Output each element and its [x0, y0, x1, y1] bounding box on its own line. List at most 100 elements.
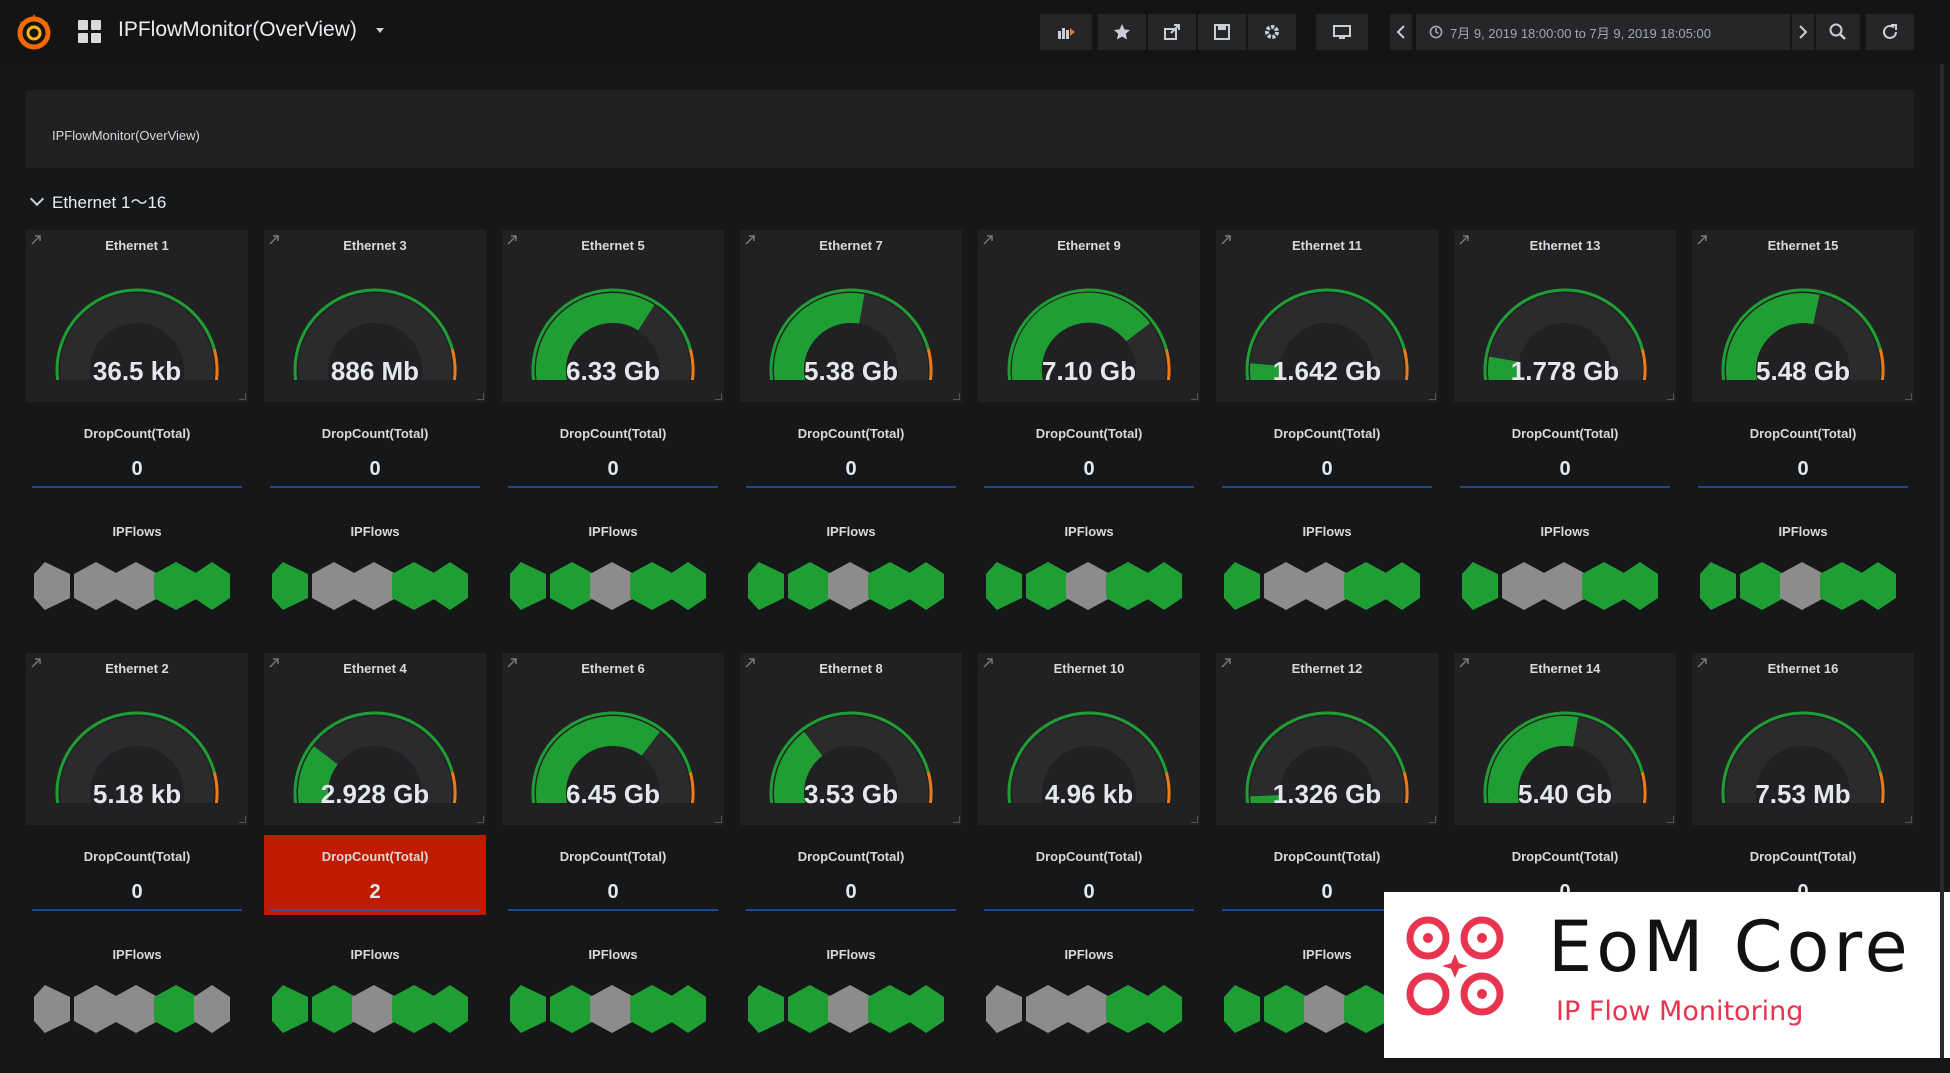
flow-hexagon[interactable]: [1344, 985, 1388, 1033]
flow-hexagon[interactable]: [908, 985, 944, 1033]
dashboards-grid-icon[interactable]: [78, 20, 102, 44]
resize-handle[interactable]: [1905, 816, 1912, 823]
panel-link-icon[interactable]: [1220, 234, 1232, 246]
resize-handle[interactable]: [1429, 393, 1436, 400]
flow-hexagon[interactable]: [194, 985, 230, 1033]
gauge-panel-title[interactable]: Ethernet 13: [1529, 238, 1601, 253]
zoom-out-button[interactable]: [1816, 14, 1860, 50]
share-button[interactable]: [1148, 14, 1196, 50]
drop-count-title[interactable]: DropCount(Total): [1749, 426, 1857, 441]
flow-hexagon[interactable]: [670, 562, 706, 610]
ip-flows-panel[interactable]: IPFlows: [1692, 508, 1914, 638]
panel-link-icon[interactable]: [1458, 657, 1470, 669]
gauge-panel-title[interactable]: Ethernet 10: [1053, 661, 1125, 676]
resize-handle[interactable]: [1667, 816, 1674, 823]
drop-count-panel[interactable]: DropCount(Total) 0: [264, 412, 486, 492]
time-back-button[interactable]: [1390, 14, 1412, 50]
row-collapse-toggle[interactable]: Ethernet 1～16: [29, 188, 166, 213]
drop-count-title[interactable]: DropCount(Total): [83, 426, 191, 441]
flow-hexagon[interactable]: [828, 562, 872, 610]
drop-count-panel[interactable]: DropCount(Total) 0: [26, 835, 248, 915]
drop-count-panel[interactable]: DropCount(Total) 0: [1216, 835, 1438, 915]
panel-link-icon[interactable]: [30, 657, 42, 669]
gauge-panel[interactable]: Ethernet 13 1.778 Gb: [1454, 230, 1676, 402]
resize-handle[interactable]: [953, 816, 960, 823]
panel-link-icon[interactable]: [1220, 657, 1232, 669]
flow-hexagon[interactable]: [1264, 562, 1308, 610]
resize-handle[interactable]: [715, 393, 722, 400]
gauge-panel-title[interactable]: Ethernet 4: [343, 661, 407, 676]
flow-hexagon[interactable]: [1066, 985, 1110, 1033]
page-scrollbar[interactable]: [1940, 64, 1944, 1058]
flow-hexagon[interactable]: [986, 985, 1022, 1033]
flow-hexagon[interactable]: [748, 562, 784, 610]
ip-flows-panel[interactable]: IPFlows: [978, 508, 1200, 638]
flow-hexagon[interactable]: [748, 985, 784, 1033]
ip-flows-title[interactable]: IPFlows: [588, 947, 638, 962]
ip-flows-panel[interactable]: IPFlows: [264, 931, 486, 1061]
flow-hexagon[interactable]: [1462, 562, 1498, 610]
panel-link-icon[interactable]: [982, 234, 994, 246]
flow-hexagon[interactable]: [1820, 562, 1864, 610]
drop-count-title[interactable]: DropCount(Total): [1273, 849, 1381, 864]
ip-flows-panel[interactable]: IPFlows: [740, 931, 962, 1061]
drop-count-panel[interactable]: DropCount(Total) 0: [1692, 412, 1914, 492]
gauge-panel[interactable]: Ethernet 6 6.45 Gb: [502, 653, 724, 825]
ip-flows-title[interactable]: IPFlows: [826, 524, 876, 539]
gauge-panel[interactable]: Ethernet 10 4.96 kb: [978, 653, 1200, 825]
resize-handle[interactable]: [1905, 393, 1912, 400]
ip-flows-title[interactable]: IPFlows: [1064, 947, 1114, 962]
drop-count-panel[interactable]: DropCount(Total) 0: [978, 835, 1200, 915]
panel-link-icon[interactable]: [744, 234, 756, 246]
flow-hexagon[interactable]: [1146, 562, 1182, 610]
panel-link-icon[interactable]: [506, 234, 518, 246]
gauge-panel-title[interactable]: Ethernet 8: [819, 661, 883, 676]
flow-hexagon[interactable]: [432, 985, 468, 1033]
flow-hexagon[interactable]: [1780, 562, 1824, 610]
flow-hexagon[interactable]: [550, 562, 594, 610]
gauge-panel[interactable]: Ethernet 15 5.48 Gb: [1692, 230, 1914, 402]
flow-hexagon[interactable]: [1384, 562, 1420, 610]
ip-flows-title[interactable]: IPFlows: [1540, 524, 1590, 539]
ip-flows-panel[interactable]: IPFlows: [26, 931, 248, 1061]
flow-hexagon[interactable]: [630, 562, 674, 610]
flow-hexagon[interactable]: [1026, 562, 1070, 610]
panel-link-icon[interactable]: [506, 657, 518, 669]
flow-hexagon[interactable]: [392, 562, 436, 610]
flow-hexagon[interactable]: [114, 985, 158, 1033]
panel-link-icon[interactable]: [268, 657, 280, 669]
ip-flows-panel[interactable]: IPFlows: [502, 508, 724, 638]
resize-handle[interactable]: [477, 393, 484, 400]
flow-hexagon[interactable]: [1304, 562, 1348, 610]
drop-count-title[interactable]: DropCount(Total): [1511, 849, 1619, 864]
gauge-panel[interactable]: Ethernet 5 6.33 Gb: [502, 230, 724, 402]
gauge-panel-title[interactable]: Ethernet 2: [105, 661, 169, 676]
gauge-panel-title[interactable]: Ethernet 11: [1291, 238, 1363, 253]
drop-count-title[interactable]: DropCount(Total): [797, 849, 905, 864]
panel-link-icon[interactable]: [268, 234, 280, 246]
drop-count-title[interactable]: DropCount(Total): [1749, 849, 1857, 864]
gauge-panel-title[interactable]: Ethernet 5: [581, 238, 645, 253]
drop-count-title[interactable]: DropCount(Total): [797, 426, 905, 441]
gauge-panel[interactable]: Ethernet 3 886 Mb: [264, 230, 486, 402]
resize-handle[interactable]: [715, 816, 722, 823]
flow-hexagon[interactable]: [432, 562, 468, 610]
flow-hexagon[interactable]: [1264, 985, 1308, 1033]
ip-flows-title[interactable]: IPFlows: [112, 947, 162, 962]
flow-hexagon[interactable]: [272, 985, 308, 1033]
flow-hexagon[interactable]: [272, 562, 308, 610]
drop-count-panel[interactable]: DropCount(Total) 0: [1216, 412, 1438, 492]
flow-hexagon[interactable]: [1502, 562, 1546, 610]
flow-hexagon[interactable]: [74, 985, 118, 1033]
flow-hexagon[interactable]: [788, 985, 832, 1033]
flow-hexagon[interactable]: [312, 562, 356, 610]
drop-count-panel[interactable]: DropCount(Total) 0: [740, 835, 962, 915]
drop-count-title[interactable]: DropCount(Total): [559, 849, 667, 864]
panel-link-icon[interactable]: [982, 657, 994, 669]
drop-count-title[interactable]: DropCount(Total): [1273, 426, 1381, 441]
resize-handle[interactable]: [1191, 816, 1198, 823]
drop-count-title[interactable]: DropCount(Total): [1511, 426, 1619, 441]
flow-hexagon[interactable]: [908, 562, 944, 610]
drop-count-title[interactable]: DropCount(Total): [321, 426, 429, 441]
gauge-panel[interactable]: Ethernet 9 7.10 Gb: [978, 230, 1200, 402]
